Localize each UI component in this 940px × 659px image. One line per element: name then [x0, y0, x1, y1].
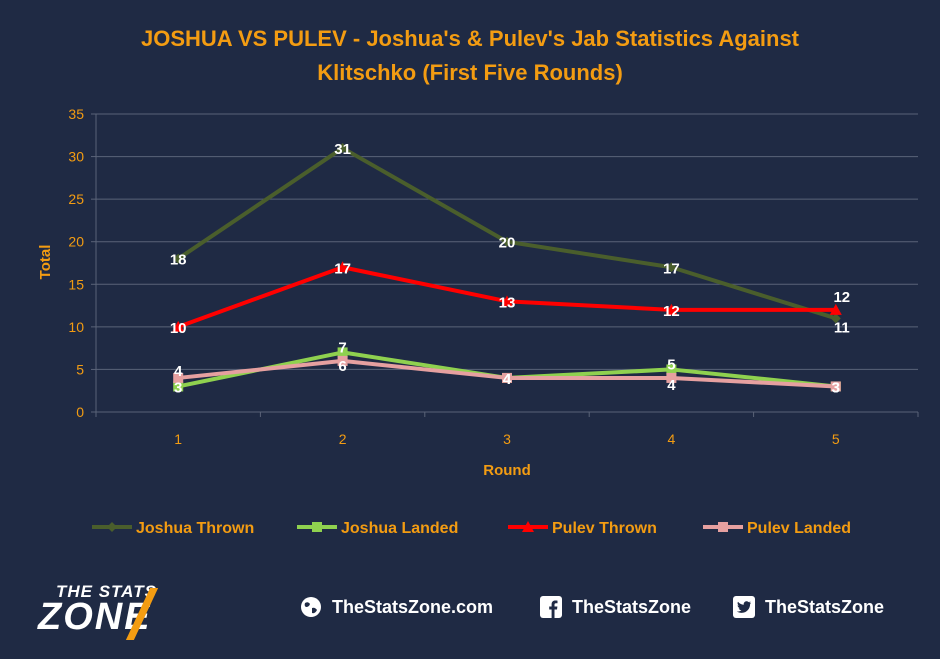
logo-line1: THE STATS — [56, 582, 157, 601]
data-label: 12 — [833, 289, 850, 306]
legend-entry: Pulev Landed — [747, 520, 851, 537]
series-group — [172, 143, 842, 392]
data-point — [502, 236, 512, 247]
data-label: 4 — [503, 371, 512, 388]
data-label: 4 — [667, 377, 676, 394]
x-axis-label: Round — [483, 462, 530, 479]
data-point — [829, 303, 842, 315]
y-tick-label: 30 — [68, 149, 84, 165]
data-label: 3 — [832, 379, 840, 396]
facebook-link[interactable]: TheStatsZone — [540, 596, 691, 618]
data-label: 10 — [170, 320, 187, 337]
x-tick-label: 4 — [668, 431, 676, 447]
data-label: 31 — [334, 141, 351, 158]
legend-marker — [718, 522, 728, 532]
data-point — [666, 372, 677, 383]
data-label: 18 — [170, 252, 187, 269]
twitter-link[interactable]: TheStatsZone — [733, 596, 884, 618]
legend-entry: Joshua Thrown — [136, 520, 254, 537]
legend-marker — [312, 522, 322, 532]
data-point — [830, 313, 841, 324]
y-tick-label: 20 — [68, 234, 84, 250]
x-tick-label: 1 — [174, 431, 182, 447]
website-text: TheStatsZone.com — [332, 596, 494, 617]
legend-marker — [522, 521, 534, 532]
data-label: 20 — [499, 235, 516, 252]
data-point — [336, 261, 349, 273]
data-point — [173, 381, 184, 392]
data-point — [173, 253, 184, 264]
data-label: 17 — [663, 260, 680, 277]
data-point — [337, 355, 348, 366]
data-label: 3 — [174, 379, 182, 396]
data-label: 13 — [499, 294, 516, 311]
data-label: 4 — [503, 371, 512, 388]
data-point — [502, 372, 512, 383]
chart: JOSHUA VS PULEV - Joshua's & Pulev's Jab… — [37, 26, 919, 537]
data-point — [830, 381, 841, 392]
data-point — [665, 303, 678, 315]
y-axis-ticks: 0 5 10 15 20 25 30 35 — [68, 106, 96, 420]
data-point — [337, 347, 348, 358]
twitter-icon — [733, 596, 755, 618]
x-tick-label: 3 — [503, 431, 511, 447]
data-label: 12 — [663, 303, 680, 320]
facebook-icon — [540, 596, 562, 618]
data-point — [337, 143, 348, 154]
data-label: 17 — [334, 260, 351, 277]
legend-entry: Pulev Thrown — [552, 520, 657, 537]
data-label: 3 — [832, 379, 840, 396]
data-point — [172, 320, 185, 332]
stats-zone-logo: THE STATS ZONE — [38, 578, 208, 644]
y-tick-label: 25 — [68, 191, 84, 207]
y-tick-label: 5 — [76, 361, 84, 377]
data-point — [666, 364, 677, 375]
footer: THE STATS ZONE TheStatsZone.com TheStats… — [0, 570, 940, 659]
x-axis-ticks: 1 2 3 4 5 — [95, 412, 919, 447]
data-point — [501, 295, 513, 307]
grid-lines — [96, 113, 918, 370]
y-axis-label: Total — [37, 245, 54, 280]
axes — [95, 114, 918, 413]
globe-icon — [301, 597, 321, 617]
chart-title-line1: JOSHUA VS PULEV - Joshua's & Pulev's Jab… — [141, 26, 800, 51]
data-label: 7 — [338, 339, 346, 356]
legend: Joshua Thrown Joshua Landed Pulev Thrown Pu… — [92, 520, 851, 537]
website-link[interactable]: TheStatsZone.com — [300, 596, 493, 618]
chart-title-line2: Klitschko (First Five Rounds) — [317, 60, 623, 85]
y-tick-label: 0 — [76, 404, 84, 420]
data-point — [173, 372, 184, 383]
y-tick-label: 10 — [68, 319, 84, 335]
y-tick-label: 35 — [68, 106, 84, 122]
data-point — [666, 262, 677, 273]
x-tick-label: 5 — [832, 431, 840, 447]
data-label: 5 — [667, 356, 675, 373]
y-tick-label: 15 — [68, 276, 84, 292]
legend-marker — [107, 522, 117, 532]
data-label: 11 — [834, 319, 850, 336]
data-label: 6 — [338, 358, 346, 375]
x-tick-label: 2 — [339, 431, 347, 447]
legend-entry: Joshua Landed — [341, 520, 458, 537]
twitter-text: TheStatsZone — [765, 596, 885, 617]
facebook-text: TheStatsZone — [572, 596, 692, 617]
data-label: 4 — [174, 363, 183, 380]
